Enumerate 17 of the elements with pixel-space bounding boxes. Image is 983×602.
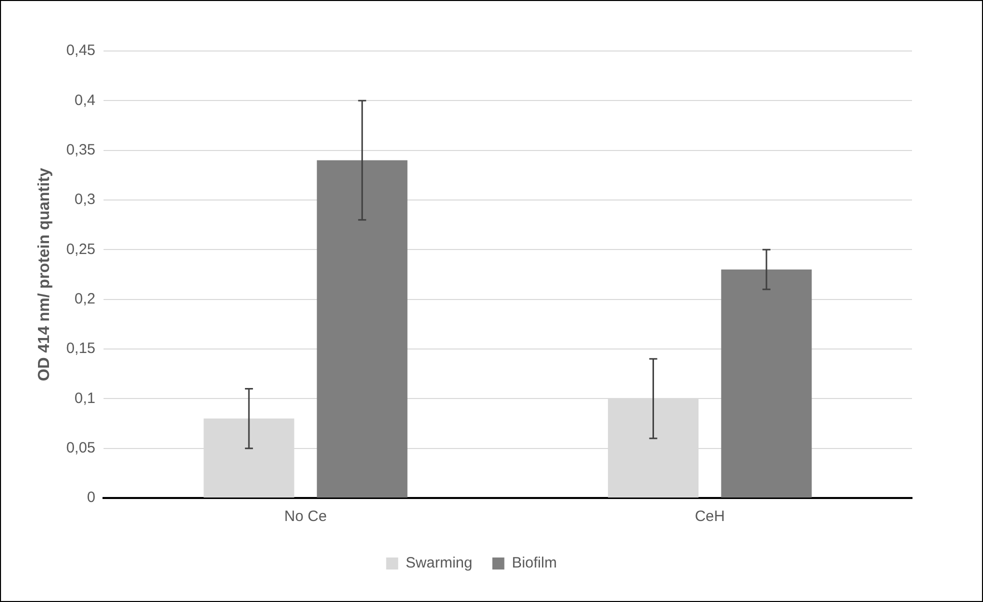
y-tick-label: 0,2 bbox=[74, 290, 96, 308]
y-tick-label: 0,45 bbox=[66, 42, 96, 60]
bar bbox=[721, 270, 812, 498]
y-tick-label: 0,4 bbox=[74, 92, 96, 109]
legend-label: Biofilm bbox=[512, 554, 557, 572]
y-tick-label: 0,1 bbox=[74, 390, 96, 407]
x-tick-label: CeH bbox=[694, 508, 725, 526]
y-tick-label: 0,15 bbox=[66, 340, 96, 358]
y-tick-label: 0 bbox=[87, 489, 96, 506]
y-tick-label: 0,05 bbox=[66, 439, 96, 456]
y-tick-label: 0,35 bbox=[66, 141, 96, 158]
legend-label: Swarming bbox=[406, 554, 472, 572]
y-axis-title: OD 414 nm/ protein quantity bbox=[36, 168, 54, 382]
bar bbox=[316, 160, 408, 498]
x-tick-label: No Ce bbox=[284, 508, 327, 526]
y-tick-label: 0,3 bbox=[74, 191, 96, 208]
y-tick-label: 0,25 bbox=[66, 240, 96, 258]
